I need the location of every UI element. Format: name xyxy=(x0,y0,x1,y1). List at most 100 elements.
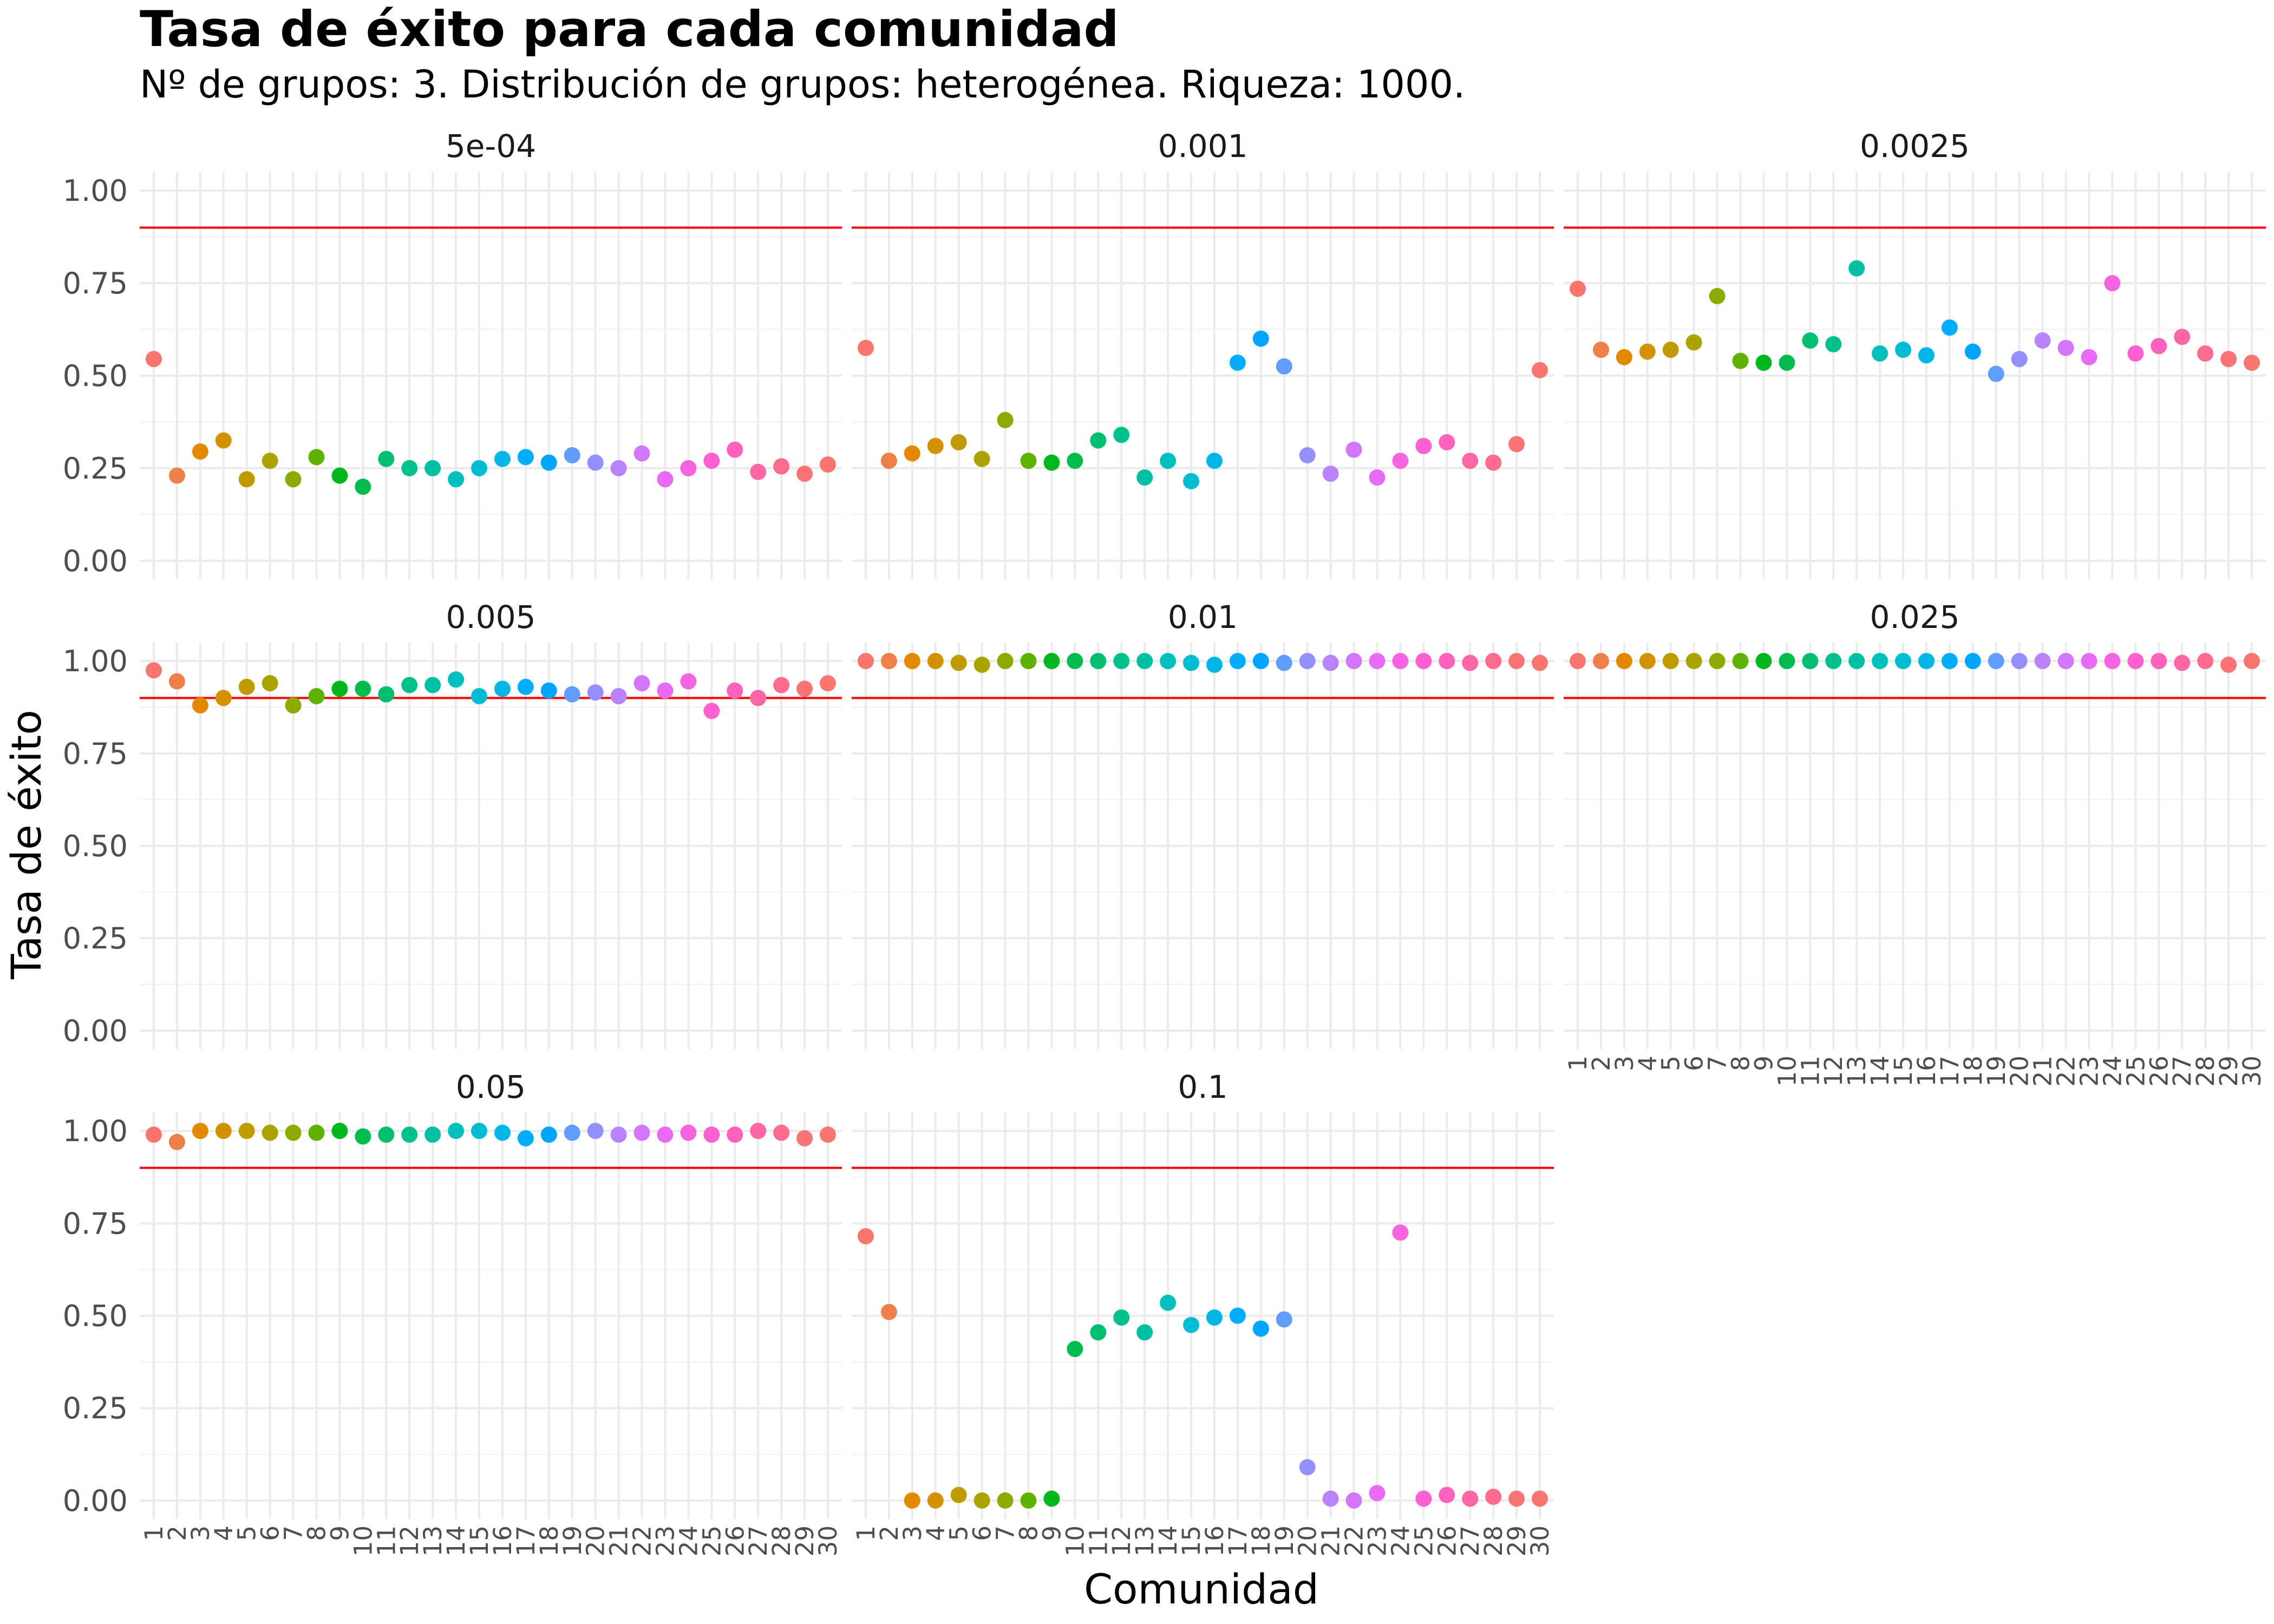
data-point xyxy=(1755,653,1772,670)
x-tick-label: 20 xyxy=(581,1525,610,1556)
data-point xyxy=(1322,1490,1339,1507)
x-tick-label: 21 xyxy=(1317,1525,1345,1556)
data-point xyxy=(1616,349,1632,365)
x-tick-label: 7 xyxy=(279,1525,308,1541)
data-point xyxy=(1299,653,1316,670)
data-point xyxy=(564,686,580,703)
x-tick-label: 28 xyxy=(2191,1056,2220,1086)
data-point xyxy=(2034,332,2051,349)
data-point xyxy=(880,653,897,670)
x-tick-label: 22 xyxy=(1340,1525,1369,1556)
x-tick-label: 16 xyxy=(1912,1056,1941,1086)
data-point xyxy=(1067,653,1083,670)
data-point xyxy=(1532,1490,1548,1507)
x-tick-label: 5 xyxy=(233,1525,262,1541)
x-tick-label: 2 xyxy=(163,1525,192,1541)
data-point xyxy=(904,1492,920,1509)
data-point xyxy=(904,653,920,670)
data-point xyxy=(1709,288,1726,305)
data-point xyxy=(1067,453,1083,469)
x-tick-label: 6 xyxy=(1680,1056,1709,1071)
x-tick-label: 28 xyxy=(767,1525,796,1556)
data-point xyxy=(973,656,990,673)
data-point xyxy=(657,471,674,488)
x-tick-label: 21 xyxy=(605,1525,633,1556)
x-tick-label: 26 xyxy=(721,1525,749,1556)
data-point xyxy=(1508,1490,1525,1507)
data-point xyxy=(517,678,534,695)
x-tick-label: 22 xyxy=(2052,1056,2081,1086)
x-tick-label: 5 xyxy=(945,1525,973,1541)
data-point xyxy=(796,466,813,482)
x-tick-label: 10 xyxy=(1773,1056,1801,1086)
data-point xyxy=(1136,469,1153,486)
panel-0.01: 0.01 xyxy=(852,599,1554,1049)
x-tick-label: 17 xyxy=(1224,1525,1252,1556)
x-tick-label: 25 xyxy=(697,1525,726,1556)
data-point xyxy=(448,671,465,688)
data-point xyxy=(927,653,944,670)
x-tick-label: 1 xyxy=(140,1525,168,1541)
data-point xyxy=(146,351,162,368)
data-point xyxy=(1508,653,1525,670)
x-tick-label: 10 xyxy=(349,1525,377,1556)
data-point xyxy=(1462,654,1479,671)
data-point xyxy=(1415,1490,1432,1507)
data-point xyxy=(1415,437,1432,454)
data-point xyxy=(378,1126,395,1143)
data-point xyxy=(1113,427,1130,443)
data-point xyxy=(1485,1489,1502,1505)
data-point xyxy=(1020,1492,1037,1509)
data-point xyxy=(1639,653,1656,670)
data-point xyxy=(517,449,534,466)
data-point xyxy=(1639,343,1656,360)
data-point xyxy=(727,441,743,458)
data-point xyxy=(1508,436,1525,453)
x-tick-label: 4 xyxy=(922,1525,950,1541)
x-tick-label: 26 xyxy=(1433,1525,1461,1556)
data-point xyxy=(973,1492,990,1509)
panel-strip-label: 0.001 xyxy=(1158,128,1247,165)
y-tick-label: 1.00 xyxy=(63,644,128,678)
data-point xyxy=(587,454,604,471)
data-point xyxy=(378,686,395,703)
data-point xyxy=(1392,1224,1409,1241)
data-point xyxy=(773,677,790,693)
data-point xyxy=(1848,653,1865,670)
x-tick-label: 14 xyxy=(442,1525,471,1556)
data-point xyxy=(215,1123,232,1140)
data-point xyxy=(2011,653,2028,670)
data-point xyxy=(1685,334,1702,351)
x-tick-label: 7 xyxy=(1703,1056,1732,1071)
y-tick-label: 0.25 xyxy=(63,921,128,955)
data-point xyxy=(1825,336,1842,352)
x-tick-label: 2 xyxy=(1587,1056,1616,1071)
data-point xyxy=(1113,653,1130,670)
chart-subtitle: Nº de grupos: 3. Distribución de grupos:… xyxy=(140,62,1465,107)
data-point xyxy=(997,1492,1014,1509)
data-point xyxy=(378,450,395,467)
panel-strip-label: 5e-04 xyxy=(446,128,536,165)
data-point xyxy=(540,682,557,699)
y-tick-label: 0.50 xyxy=(63,829,128,863)
x-tick-label: 30 xyxy=(1526,1525,1554,1556)
data-point xyxy=(262,453,278,469)
data-point xyxy=(192,1123,208,1140)
data-point xyxy=(1895,653,1912,670)
x-tick-label: 8 xyxy=(1015,1525,1043,1541)
x-tick-label: 25 xyxy=(1409,1525,1438,1556)
data-point xyxy=(1113,1309,1130,1326)
x-tick-label: 24 xyxy=(2098,1056,2127,1086)
data-point xyxy=(168,1134,185,1150)
data-point xyxy=(401,1126,418,1143)
x-tick-label: 17 xyxy=(512,1525,540,1556)
data-point xyxy=(1252,1320,1269,1337)
data-point xyxy=(2081,349,2097,365)
x-tick-label: 20 xyxy=(2005,1056,2034,1086)
data-point xyxy=(1570,653,1586,670)
data-point xyxy=(1532,362,1548,378)
data-point xyxy=(1369,1485,1386,1502)
data-point xyxy=(1067,1340,1083,1357)
